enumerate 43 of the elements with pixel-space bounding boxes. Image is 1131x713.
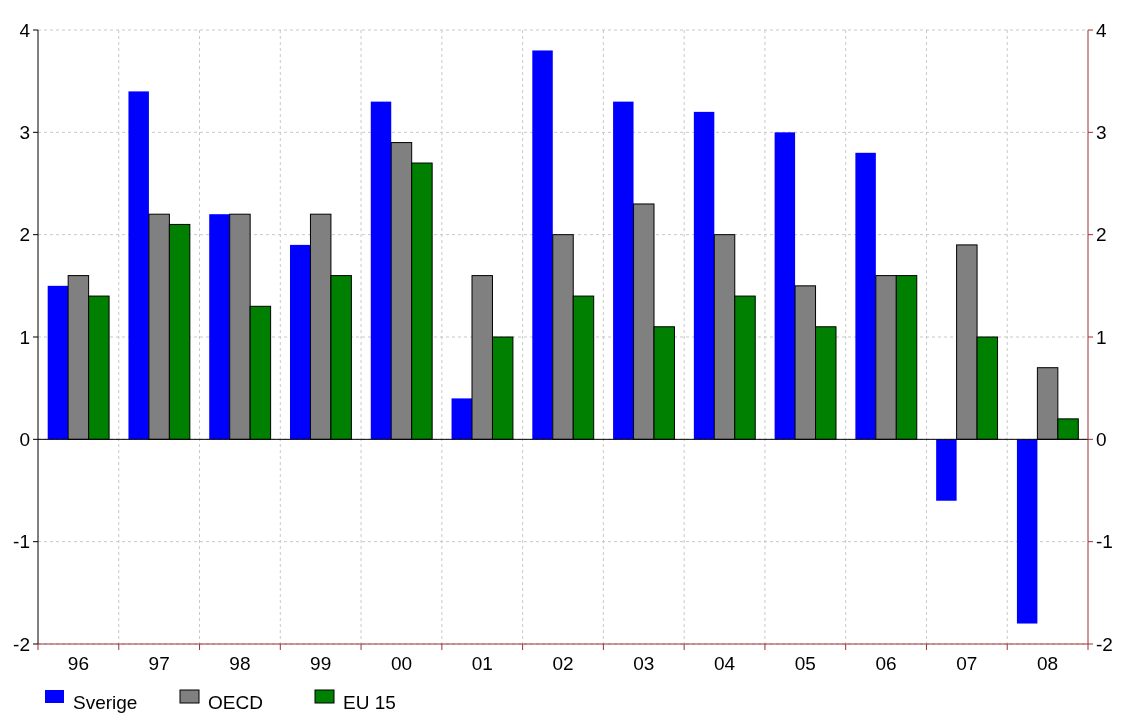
bar (532, 50, 553, 440)
bar (451, 398, 472, 440)
x-tick-label: 99 (310, 653, 332, 674)
y-tick-label: 3 (19, 121, 30, 143)
bar (936, 439, 957, 501)
bar (613, 101, 634, 440)
bar (47, 285, 69, 440)
y2-tick-label: 2 (1096, 224, 1107, 246)
x-tick-label: 00 (390, 653, 413, 674)
x-tick-label: 04 (713, 653, 736, 674)
y2-tick-label: 4 (1096, 19, 1107, 41)
bar (693, 111, 715, 440)
y-tick-label: -1 (13, 531, 30, 553)
x-tick-label: 03 (633, 653, 655, 674)
x-tick-label: 05 (794, 653, 816, 674)
x-tick-label: 01 (471, 653, 493, 674)
bar (855, 152, 876, 440)
y2-tick-label: 1 (1096, 326, 1107, 348)
x-tick-label: 97 (148, 653, 170, 674)
bar (209, 214, 230, 440)
legend-label: OECD (208, 691, 263, 713)
y-tick-label: 1 (19, 326, 30, 348)
y2-tick-label: 3 (1096, 121, 1107, 143)
x-tick-label: 98 (229, 653, 251, 674)
y-tick-label: 0 (19, 428, 30, 450)
x-tick-label: 02 (552, 653, 574, 674)
y-tick-label: -2 (13, 633, 30, 655)
bar (290, 244, 311, 440)
legend-label: EU 15 (343, 691, 396, 713)
x-tick-label: 96 (67, 653, 89, 674)
x-tick-label: 06 (875, 653, 897, 674)
bar (1016, 439, 1038, 624)
y2-tick-label: -2 (1096, 633, 1113, 655)
y2-tick-label: 0 (1096, 428, 1107, 450)
x-tick-label: 07 (956, 653, 978, 674)
bar (774, 132, 796, 440)
x-tick-label: 08 (1037, 653, 1059, 674)
y-tick-label: 4 (19, 19, 31, 41)
bar (128, 91, 149, 440)
y2-tick-label: -1 (1096, 531, 1113, 553)
y-tick-label: 2 (19, 224, 30, 246)
bar (370, 101, 392, 440)
legend-label: Sverige (73, 691, 138, 713)
